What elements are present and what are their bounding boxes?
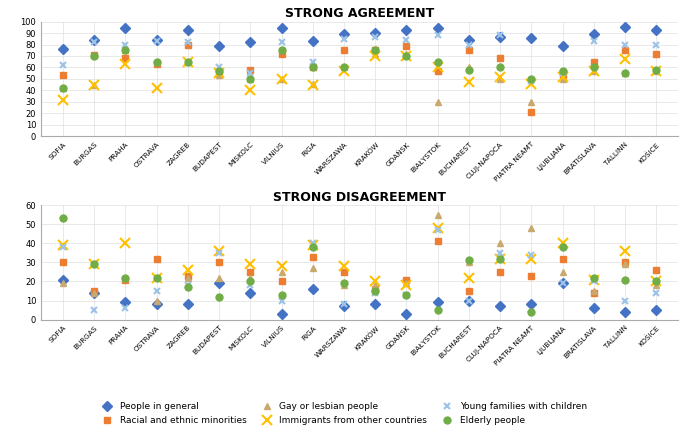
Legend: People in general, Racial and ethnic minorities, Gay or lesbian people, Immigran: People in general, Racial and ethnic min… — [96, 400, 589, 428]
Title: STRONG DISAGREEMENT: STRONG DISAGREEMENT — [273, 191, 446, 204]
Title: STRONG AGREEMENT: STRONG AGREEMENT — [285, 7, 434, 20]
